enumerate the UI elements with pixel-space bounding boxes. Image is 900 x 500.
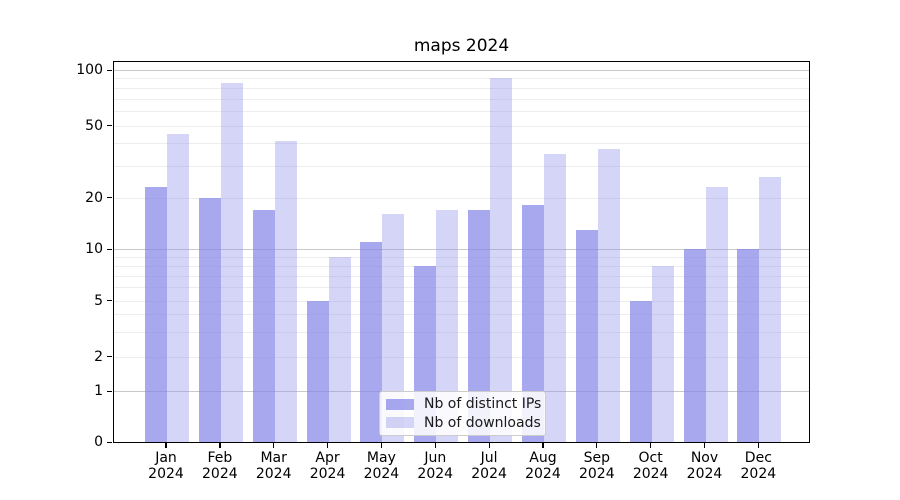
- x-tick-label-dec: Dec 2024: [740, 450, 777, 482]
- x-tick-label-jun: Jun 2024: [417, 450, 454, 482]
- x-tick-mark: [596, 443, 598, 448]
- bar-ips-jan: [145, 186, 167, 442]
- y-tick-mark: [107, 125, 112, 127]
- bar-downloads-sep: [597, 149, 620, 442]
- bar-ips-dec: [737, 249, 760, 442]
- bar-ips-feb: [198, 197, 221, 442]
- gridline-minor: [114, 165, 809, 167]
- gridline-minor: [114, 356, 809, 358]
- y-tick-label: 2: [94, 348, 103, 365]
- y-tick-label: 10: [85, 241, 103, 257]
- gridline-minor: [114, 98, 809, 100]
- x-tick-label-apr: Apr 2024: [309, 450, 346, 482]
- bar-ips-may: [360, 241, 383, 442]
- bar-ips-mar: [252, 209, 275, 442]
- gridline-minor: [114, 314, 809, 316]
- y-tick-mark: [107, 69, 112, 71]
- bar-downloads-jan: [167, 133, 189, 442]
- gridline-minor: [114, 143, 809, 145]
- y-tick-label: 5: [94, 292, 103, 309]
- gridline-minor: [114, 286, 809, 288]
- legend: Nb of distinct IPs Nb of downloads: [379, 391, 546, 436]
- gridline-minor: [114, 300, 809, 302]
- bar-downloads-mar: [274, 141, 297, 442]
- gridline-major: [114, 70, 809, 71]
- x-tick-mark: [703, 443, 706, 448]
- x-tick-label-aug: Aug 2024: [525, 450, 561, 482]
- y-tick-mark: [107, 441, 112, 443]
- gridline-minor: [114, 275, 809, 277]
- bar-ips-sep: [575, 229, 598, 442]
- x-tick-mark: [542, 443, 544, 448]
- gridline-minor: [114, 125, 809, 127]
- legend-label-downloads: Nb of downloads: [424, 414, 541, 431]
- x-tick-mark: [326, 443, 329, 448]
- gridline-minor: [114, 197, 809, 199]
- gridline-minor: [114, 331, 809, 333]
- x-tick-mark: [488, 443, 490, 448]
- gridline-minor: [114, 78, 809, 80]
- y-tick-mark: [107, 248, 112, 250]
- legend-item-downloads: Nb of downloads: [386, 414, 541, 432]
- y-tick-label: 1: [94, 383, 103, 399]
- y-tick-mark: [107, 300, 112, 302]
- bar-ips-aug: [521, 205, 544, 442]
- x-tick-mark: [219, 443, 221, 448]
- y-tick-label: 0: [94, 434, 103, 450]
- y-tick-label: 20: [85, 189, 103, 206]
- legend-swatch-distinct-ips: [386, 398, 414, 410]
- bar-ips-jul: [468, 209, 491, 442]
- x-tick-mark: [650, 443, 652, 448]
- plot-area: [113, 61, 810, 443]
- gridline-minor: [114, 87, 809, 89]
- x-tick-label-mar: Mar 2024: [255, 450, 292, 482]
- x-tick-label-nov: Nov 2024: [686, 450, 723, 482]
- legend-label-distinct-ips: Nb of distinct IPs: [424, 396, 542, 413]
- x-tick-mark: [380, 443, 383, 448]
- y-tick-mark: [107, 390, 112, 392]
- bar-ips-apr: [306, 300, 329, 442]
- x-tick-label-oct: Oct 2024: [632, 450, 669, 482]
- x-tick-mark: [165, 443, 167, 448]
- bar-downloads-nov: [705, 186, 728, 442]
- bar-downloads-apr: [328, 256, 351, 442]
- bar-downloads-feb: [220, 83, 243, 442]
- bar-downloads-oct: [651, 265, 674, 442]
- gridline-minor: [114, 256, 809, 258]
- x-tick-label-feb: Feb 2024: [202, 450, 238, 482]
- y-tick-label: 100: [76, 62, 103, 78]
- x-tick-label-sep: Sep 2024: [578, 450, 615, 482]
- y-tick-mark: [107, 197, 112, 199]
- gridline-major: [114, 249, 809, 250]
- bar-downloads-may: [382, 214, 405, 442]
- x-tick-label-jul: Jul 2024: [471, 450, 507, 482]
- legend-swatch-downloads: [386, 417, 414, 429]
- x-tick-label-may: May 2024: [363, 450, 400, 482]
- bar-downloads-dec: [759, 176, 782, 442]
- y-tick-label: 50: [85, 117, 103, 134]
- bar-ips-nov: [683, 249, 706, 442]
- gridline-minor: [114, 110, 809, 112]
- gridline-minor: [114, 265, 809, 267]
- x-tick-mark: [434, 443, 436, 448]
- x-tick-mark: [273, 443, 275, 448]
- x-tick-mark: [757, 443, 760, 448]
- bar-downloads-aug: [543, 153, 566, 442]
- bar-downloads-jun: [436, 209, 459, 442]
- legend-item-distinct-ips: Nb of distinct IPs: [386, 395, 541, 413]
- bar-ips-oct: [629, 300, 652, 442]
- bar-downloads-jul: [490, 77, 513, 442]
- y-tick-mark: [107, 356, 112, 358]
- chart-title: maps 2024: [413, 36, 510, 56]
- x-tick-label-jan: Jan 2024: [148, 450, 184, 482]
